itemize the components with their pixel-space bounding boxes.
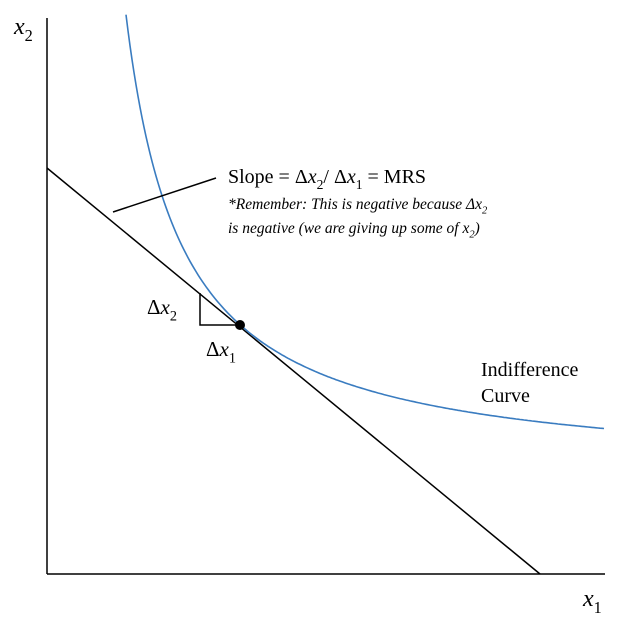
text-segment: 2 [25,26,33,45]
note-line: *Remember: This is negative because Δx2 [228,196,488,217]
text-segment: Slope = Δ [228,166,308,188]
text-segment: ) [474,220,480,237]
delta-label: Δx1 [206,337,236,366]
text-segment: x [13,14,25,40]
text-segment: Δ [206,337,220,361]
text-segment: 1 [594,598,602,617]
text-segment: x [461,220,469,237]
text-segment: 2 [469,230,475,241]
y-axis-label: x2 [13,14,33,45]
text-segment: = MRS [363,166,427,188]
text-segment: Δ [147,295,161,319]
curve-label: Curve [481,385,530,407]
text-segment: x [474,196,482,213]
x-axis-label: x1 [582,586,602,617]
curve-label: Indifference [481,359,578,381]
text-segment: *Remember: This is negative because Δ [228,196,475,213]
text-segment: x [582,586,594,612]
text-segment: x [346,166,356,188]
tangent-line [46,167,541,575]
text-segment: 2 [170,308,177,324]
text-segment: x [307,166,317,188]
text-segment: 1 [229,350,236,366]
text-segment: 2 [317,177,324,192]
text-segment: x [160,295,171,319]
text-segment: 1 [356,177,363,192]
text-segment: 2 [482,206,488,217]
indifference-curve [125,14,605,430]
text-segment: is negative (we are giving up some of [228,220,462,237]
tangency-point [235,320,245,330]
delta-label: Δx2 [147,295,177,324]
text-segment: x [219,337,230,361]
text-segment: / Δ [323,166,347,188]
pointer-line [112,177,217,213]
slope-label: Slope = Δx2/ Δx1 = MRS [228,166,426,192]
slope-triangle [199,293,240,326]
note-line: is negative (we are giving up some of x2… [228,220,480,241]
